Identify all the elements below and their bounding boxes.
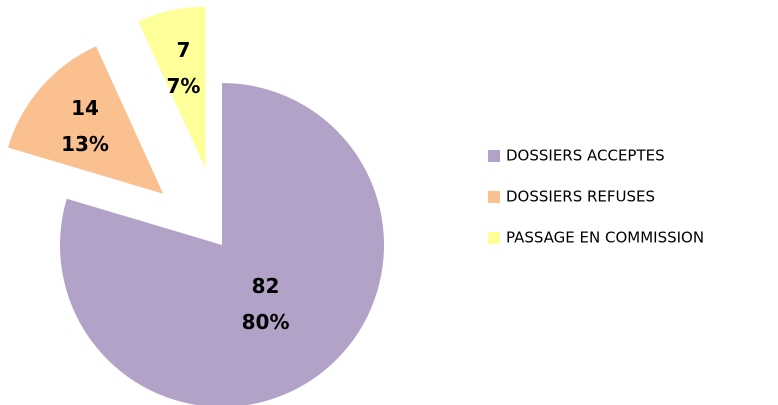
pie-slice [60, 83, 384, 405]
value-label: 14 [71, 96, 99, 120]
pie-slice [138, 6, 206, 169]
percent-label: 13% [61, 132, 109, 156]
legend-label: DOSSIERS ACCEPTES [506, 147, 665, 165]
value-label: 7 [177, 38, 191, 62]
percent-label: 80% [242, 310, 290, 334]
legend-swatch [488, 191, 500, 203]
pie-slice [7, 46, 164, 194]
legend-label: DOSSIERS REFUSES [506, 188, 655, 206]
percent-label: 7% [167, 74, 201, 98]
value-label: 82 [252, 274, 280, 298]
legend-label: PASSAGE EN COMMISSION [506, 229, 704, 247]
legend-swatch [488, 232, 500, 244]
legend-swatch [488, 150, 500, 162]
